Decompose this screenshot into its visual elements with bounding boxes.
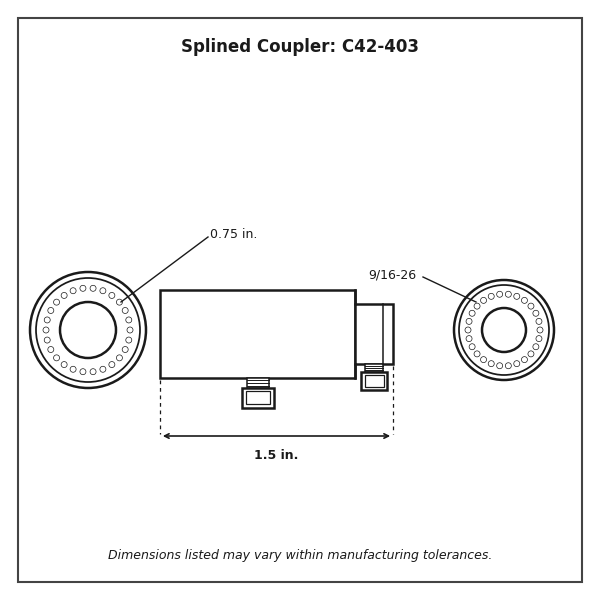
- Text: 1.5 in.: 1.5 in.: [254, 449, 299, 462]
- Text: Dimensions listed may vary within manufacturing tolerances.: Dimensions listed may vary within manufa…: [108, 549, 492, 562]
- Text: Splined Coupler: C42-403: Splined Coupler: C42-403: [181, 38, 419, 56]
- Bar: [355, 304, 393, 364]
- Bar: [361, 372, 387, 390]
- Text: 9/16-26: 9/16-26: [368, 268, 416, 281]
- Bar: [246, 391, 270, 404]
- Bar: [365, 364, 383, 372]
- Text: 0.75 in.: 0.75 in.: [210, 228, 257, 241]
- Bar: [160, 290, 355, 378]
- Bar: [242, 388, 274, 408]
- Bar: [365, 375, 384, 387]
- Bar: [247, 378, 269, 388]
